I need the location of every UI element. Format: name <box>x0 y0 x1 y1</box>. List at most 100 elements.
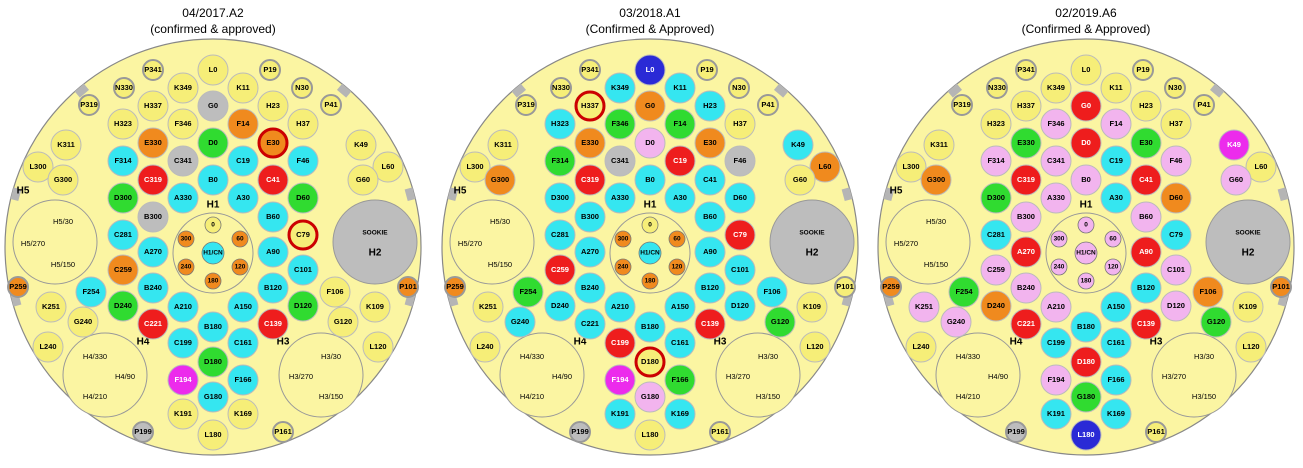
position <box>257 164 289 196</box>
position-label: B120 <box>1137 283 1155 292</box>
position <box>1130 308 1162 340</box>
position <box>696 59 718 81</box>
edge-marker <box>841 187 853 202</box>
position-label: G60 <box>793 175 807 184</box>
position-label: E330 <box>1017 138 1035 147</box>
position-label: A150 <box>234 302 252 311</box>
ring-label: H1/CN <box>640 250 660 257</box>
position <box>1218 129 1250 161</box>
position <box>291 77 313 99</box>
position <box>574 201 606 233</box>
position <box>1005 421 1027 443</box>
position-label: L0 <box>1082 65 1091 74</box>
position <box>1015 59 1037 81</box>
position-label: G0 <box>1081 101 1091 110</box>
position <box>1160 108 1192 140</box>
position <box>227 182 259 214</box>
position-label: K49 <box>791 140 805 149</box>
core: 04/2017.A2 (confirmed & approved) H5/30 H5/… <box>4 6 422 456</box>
position <box>1130 201 1162 233</box>
position-label: F314 <box>551 156 569 165</box>
position <box>951 94 973 116</box>
position-label: F106 <box>1199 287 1216 296</box>
position-label: H337 <box>1017 101 1035 110</box>
position-label: B180 <box>1077 322 1095 331</box>
ring-label: 300 <box>618 236 629 243</box>
position-label: P19 <box>1136 65 1149 74</box>
position <box>257 308 289 340</box>
position <box>137 308 169 340</box>
position <box>923 129 955 161</box>
position-label: C139 <box>701 319 719 328</box>
position <box>1040 145 1072 177</box>
position-label: K191 <box>611 409 629 418</box>
h4-part: H4/210 <box>520 392 544 401</box>
position-label: N330 <box>552 83 570 92</box>
position-label: A270 <box>581 247 599 256</box>
position-label: G60 <box>1229 175 1243 184</box>
position <box>664 291 696 323</box>
position <box>1070 90 1102 122</box>
h5-circle <box>449 199 535 285</box>
position <box>948 276 980 308</box>
position <box>287 145 319 177</box>
position <box>764 306 796 338</box>
position-label: H337 <box>581 101 599 110</box>
position-label: G0 <box>208 101 218 110</box>
position <box>1200 306 1232 338</box>
edge-marker <box>336 83 352 98</box>
ring-label: 180 <box>1081 278 1092 285</box>
ring-label: 180 <box>208 278 219 285</box>
position <box>1070 54 1102 86</box>
ring-label: 300 <box>1054 236 1065 243</box>
position <box>197 381 229 413</box>
h4-circle <box>499 332 585 418</box>
position <box>197 164 229 196</box>
position-label: C319 <box>581 175 599 184</box>
position-label: D0 <box>1081 138 1091 147</box>
position-label: D60 <box>1169 193 1183 202</box>
position-label: L240 <box>912 342 929 351</box>
position <box>784 164 816 196</box>
position-label: G300 <box>491 175 509 184</box>
position <box>1130 164 1162 196</box>
position <box>1232 291 1264 323</box>
position-label: L120 <box>369 342 386 351</box>
position <box>1100 398 1132 430</box>
h5-part: H5/270 <box>458 239 482 248</box>
h3-part: H3/30 <box>321 352 341 361</box>
position <box>1010 236 1042 268</box>
position <box>167 72 199 104</box>
position-label: P101 <box>1272 282 1290 291</box>
position <box>1100 108 1132 140</box>
position-label: C199 <box>1047 338 1065 347</box>
zone-label: H1 <box>207 200 220 211</box>
position <box>634 381 666 413</box>
position-label: P319 <box>517 100 535 109</box>
position <box>1040 364 1072 396</box>
position <box>137 90 169 122</box>
position <box>664 364 696 396</box>
position <box>472 291 504 323</box>
position <box>107 254 139 286</box>
position-label: K251 <box>42 302 60 311</box>
position-label: H323 <box>114 119 132 128</box>
zone-label: H5 <box>890 186 903 197</box>
position-label: A30 <box>236 193 250 202</box>
position-label: C161 <box>1107 338 1125 347</box>
position <box>137 236 169 268</box>
position <box>1130 272 1162 304</box>
position <box>694 201 726 233</box>
position-label: G60 <box>356 175 370 184</box>
position <box>1010 201 1042 233</box>
zone-label: H2 <box>369 248 382 259</box>
position <box>107 108 139 140</box>
position <box>167 182 199 214</box>
ring-label: 0 <box>211 222 215 229</box>
position <box>1160 182 1192 214</box>
position <box>327 306 359 338</box>
position-label: A330 <box>611 193 629 202</box>
position-label: B0 <box>208 175 218 184</box>
ring-position <box>614 258 632 276</box>
position <box>1010 90 1042 122</box>
